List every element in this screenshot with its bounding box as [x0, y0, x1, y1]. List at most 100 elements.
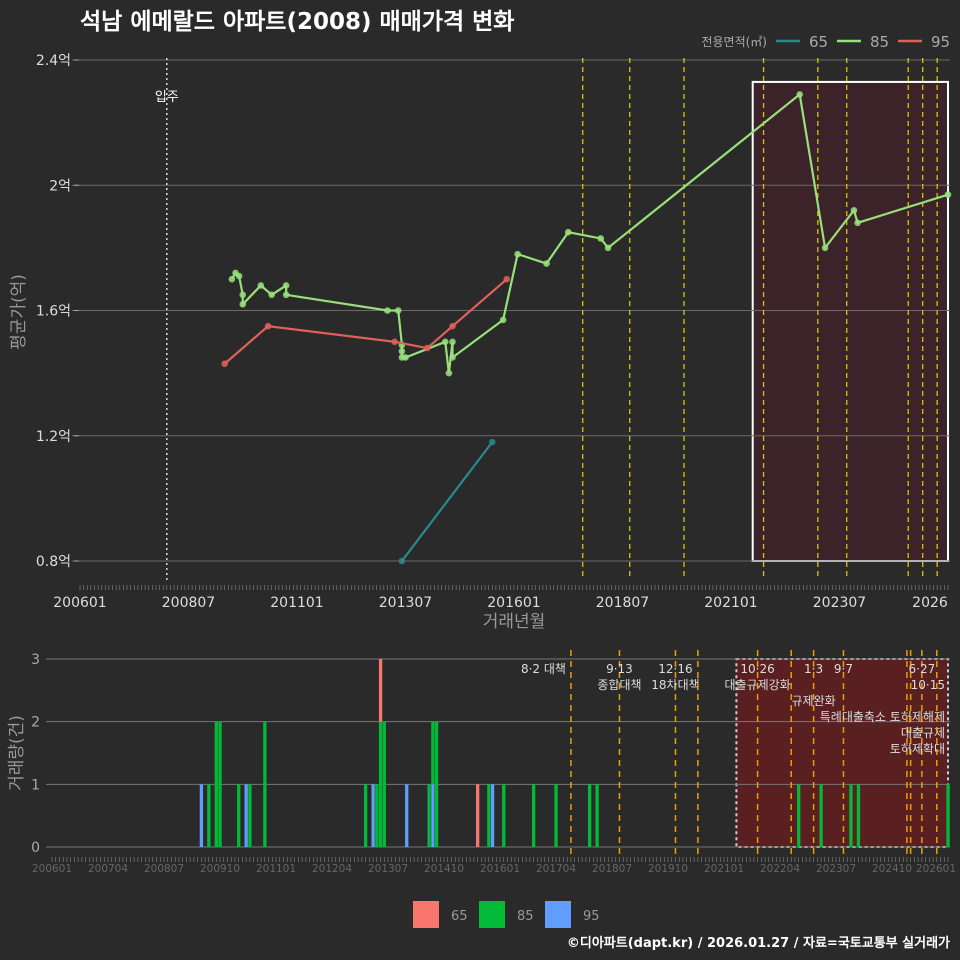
bar-85	[797, 784, 801, 847]
policy-name-label: 종합대책	[597, 677, 641, 692]
bar-85	[588, 784, 592, 847]
bar-85	[502, 784, 506, 847]
data-point-85	[402, 354, 409, 361]
bar-85	[248, 784, 252, 847]
bar-85	[207, 784, 211, 847]
data-point-95	[391, 338, 398, 346]
y-tick-label: 2억	[49, 178, 71, 194]
policy-date-label: 9·13	[606, 662, 633, 676]
footer-credit: ©디아파트(dapt.kr) / 2026.01.27 / 자료=국토교통부 실…	[567, 935, 950, 951]
x-tick-label: 200601	[53, 595, 106, 611]
legend-label-85: 85	[517, 909, 534, 924]
data-point-85	[441, 338, 449, 346]
data-point-95	[221, 360, 228, 368]
data-point-65	[489, 438, 496, 446]
bar-85	[849, 784, 853, 847]
x-tick-label: 200807	[144, 863, 184, 875]
data-point-85	[604, 244, 612, 252]
highlight-region	[751, 80, 950, 562]
highlight-region	[735, 658, 950, 848]
series-line-65	[401, 441, 494, 562]
x-tick-label: 200807	[162, 595, 215, 611]
bar-85	[946, 784, 950, 847]
data-point-85	[235, 272, 243, 280]
bar-85	[427, 784, 431, 847]
move-in-label: 입주	[155, 90, 179, 105]
x-tick-label: 201101	[270, 595, 323, 611]
data-point-85	[398, 347, 406, 355]
policy-date-label: 10·15	[911, 678, 945, 692]
bar-85	[532, 784, 536, 847]
data-point-95	[423, 344, 431, 352]
policy-name-label: 18차대책	[651, 677, 699, 692]
data-point-85	[564, 228, 572, 236]
y-tick-label: 1.2억	[36, 429, 71, 445]
bar-85	[263, 721, 267, 847]
legend-label-65: 65	[451, 909, 468, 924]
data-point-85	[228, 275, 236, 283]
policy-name-label: 대출규제	[901, 726, 945, 740]
x-tick-label: 202204	[760, 863, 800, 875]
bar-95	[244, 784, 248, 847]
data-point-85	[514, 250, 521, 258]
bar-85	[819, 784, 823, 847]
x-tick-label: 201704	[536, 863, 576, 875]
data-point-85	[268, 291, 275, 299]
data-point-65	[398, 557, 406, 565]
data-point-85	[850, 207, 858, 214]
data-point-85	[449, 338, 456, 346]
bar-85	[431, 721, 435, 785]
legend-label-65: 65	[809, 33, 828, 51]
policy-date-label: 1·3	[804, 662, 823, 676]
data-point-85	[944, 191, 952, 198]
y-tick-label: 3	[31, 652, 40, 668]
x-tick-label: 201910	[648, 863, 688, 875]
chart-title: 석남 에메랄드 아파트(2008) 매매가격 변화	[80, 9, 514, 35]
x-tick-label: 202101	[704, 863, 744, 875]
x-axis-title: 거래년월	[483, 612, 546, 632]
x-tick-label: 201601	[487, 595, 540, 611]
data-point-85	[239, 300, 247, 308]
y-tick-label: 2.4억	[36, 53, 71, 69]
data-point-85	[597, 235, 605, 242]
y-tick-label: 0	[31, 840, 40, 856]
bar-95	[371, 784, 375, 847]
bar-85	[595, 784, 599, 847]
x-tick-label: 201204	[312, 863, 352, 875]
data-point-85	[796, 91, 804, 98]
bar-95	[405, 784, 409, 847]
data-point-85	[821, 244, 829, 252]
data-point-85	[282, 291, 290, 299]
policy-date-label: 12·16	[658, 662, 692, 676]
x-tick-label: 201601	[480, 863, 520, 875]
bar-95	[431, 784, 435, 847]
legend-key-85	[479, 901, 505, 928]
policy-date-label: 6·27	[909, 662, 936, 676]
data-point-95	[264, 322, 272, 330]
legend-label-85: 85	[870, 33, 889, 51]
data-point-85	[282, 282, 290, 289]
bar-85	[856, 784, 861, 847]
bar-95	[490, 784, 495, 847]
data-point-85	[449, 354, 456, 361]
y-tick-label: 0.8억	[36, 554, 71, 570]
x-tick-label: 201307	[368, 863, 408, 875]
x-tick-label: 201101	[256, 863, 296, 875]
bar-85	[364, 784, 368, 847]
data-point-85	[854, 219, 861, 227]
data-point-85	[499, 316, 507, 324]
y-axis-title: 평균가(억)	[9, 274, 29, 350]
x-tick-label: 202307	[813, 595, 866, 611]
x-tick-label: 202307	[816, 863, 856, 875]
series-line-95	[223, 278, 508, 365]
legend-title: 전용면적(㎡)	[701, 35, 767, 49]
x-tick-label: 2026	[912, 595, 948, 611]
legend-key-65	[413, 901, 439, 928]
x-tick-label: 201307	[379, 595, 432, 611]
bar-85	[237, 784, 241, 847]
policy-date-label: 10·26	[740, 662, 774, 676]
policy-name-label: 대출규제강화	[724, 678, 790, 692]
legend-label-95: 95	[583, 909, 600, 924]
x-tick-label: 202410	[872, 863, 912, 875]
